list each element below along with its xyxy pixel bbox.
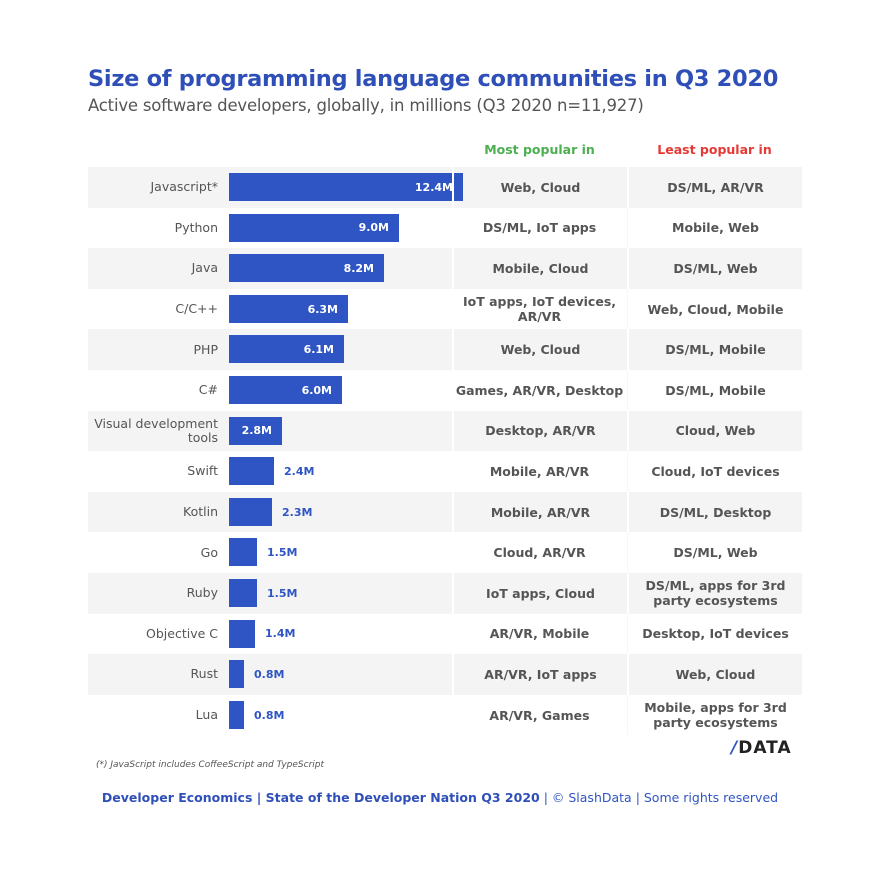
most-popular-cell: Mobile, AR/VR — [489, 463, 590, 479]
table-row: C# 6.0M Games, AR/VR, Desktop DS/ML, Mobile — [88, 370, 802, 411]
table-row: Javascript* 12.4M Web, Cloud DS/ML, AR/VR — [88, 167, 802, 208]
most-popular-cell: Desktop, AR/VR — [452, 410, 627, 452]
language-label: Objective C — [146, 625, 218, 641]
least-popular-cell: Cloud, IoT devices — [627, 451, 803, 492]
most-popular-cell: Mobile, AR/VR — [452, 491, 627, 533]
table-row: PHP 6.1M Web, Cloud DS/ML, Mobile — [88, 329, 802, 370]
least-popular-cell: DS/ML, Mobile — [627, 329, 802, 370]
least-popular-cell: DS/ML, Mobile — [627, 370, 803, 411]
bar — [229, 335, 344, 364]
least-popular-cell: Web, Cloud — [627, 654, 802, 695]
table-row: Rust 0.8M AR/VR, IoT apps Web, Cloud — [88, 654, 802, 695]
table-row: Java 8.2M Mobile, Cloud DS/ML, Web — [88, 248, 802, 289]
logo-text: DATA — [738, 738, 792, 758]
language-label: Python — [174, 219, 218, 235]
logo-slash-icon: / — [731, 738, 739, 758]
value-label: 2.3M — [282, 505, 313, 519]
value-label: 0.8M — [254, 667, 285, 681]
least-popular-cell: DS/ML, Desktop — [627, 491, 802, 533]
table-row: Ruby 1.5M IoT apps, Cloud DS/ML, apps for 3… — [88, 572, 802, 614]
most-popular-cell: Web, Cloud — [452, 329, 627, 370]
most-popular-cell: Cloud, AR/VR — [493, 545, 586, 561]
chart-rows: Javascript* 12.4M Web, Cloud DS/ML, AR/VR Py… — [88, 167, 802, 735]
most-popular-header: Most popular in — [484, 142, 595, 157]
value-label: 8.2M — [343, 261, 374, 275]
most-popular-cell: Web, Cloud — [452, 167, 627, 208]
least-popular-cell: Desktop, IoT devices — [627, 614, 803, 655]
table-row: Swift 2.4M Mobile, AR/VR Cloud, IoT devices — [88, 451, 802, 492]
value-label: 6.3M — [307, 302, 338, 316]
table-row: C/C++ 6.3M IoT apps, IoT devices, AR/VR Web… — [88, 289, 802, 330]
most-popular-cell: DS/ML, IoT apps — [482, 220, 597, 236]
language-label: C/C++ — [175, 301, 218, 317]
footer-copyright: | © SlashData | Some rights reserved — [539, 790, 779, 805]
bar — [229, 213, 399, 242]
table-row: Lua 0.8M AR/VR, Games Mobile, apps for 3rd … — [88, 695, 802, 736]
most-popular-cell: AR/VR, IoT apps — [452, 654, 627, 695]
footnote: (*) JavaScript includes CoffeeScript and… — [96, 760, 325, 770]
least-popular-cell: DS/ML, apps for 3rd party ecosystems — [627, 572, 802, 614]
most-popular-cell: Games, AR/VR, Desktop — [455, 382, 624, 398]
footer: Developer Economics | State of the Devel… — [0, 790, 880, 805]
language-label: Go — [200, 544, 218, 560]
bar — [229, 375, 342, 404]
bar — [229, 457, 274, 486]
value-label: 0.8M — [254, 708, 285, 722]
value-label: 12.4M — [414, 180, 453, 194]
chart-title: Size of programming language communities… — [88, 66, 779, 92]
table-row: Objective C 1.4M AR/VR, Mobile Desktop, IoT… — [88, 614, 802, 655]
bar — [229, 660, 244, 689]
language-label: PHP — [193, 341, 218, 357]
bar — [229, 416, 282, 445]
footer-source: Developer Economics | State of the Devel… — [101, 790, 540, 805]
bar — [229, 578, 257, 607]
bar — [229, 700, 244, 729]
value-label: 6.1M — [303, 343, 334, 357]
bar — [229, 619, 255, 648]
least-popular-cell: Mobile, apps for 3rd party ecosystems — [627, 695, 803, 736]
chart-subtitle: Active software developers, globally, in… — [88, 96, 644, 115]
language-label: Java — [191, 260, 218, 276]
language-label: Lua — [195, 707, 218, 723]
language-label: Visual development tools — [94, 415, 218, 445]
table-row: Go 1.5M Cloud, AR/VR DS/ML, Web — [88, 532, 802, 573]
least-popular-cell: Web, Cloud, Mobile — [627, 289, 803, 330]
language-label: Javascript* — [150, 179, 219, 195]
bar — [229, 538, 257, 567]
value-label: 1.4M — [265, 627, 296, 641]
value-label: 1.5M — [267, 546, 298, 560]
language-label: C# — [198, 382, 218, 398]
value-label: 2.8M — [241, 424, 272, 438]
bar — [229, 173, 463, 201]
most-popular-cell: AR/VR, Mobile — [489, 626, 590, 642]
most-popular-cell: IoT apps, Cloud — [452, 572, 627, 614]
bar — [229, 294, 348, 323]
table-row: Python 9.0M DS/ML, IoT apps Mobile, Web — [88, 208, 802, 249]
least-popular-header: Least popular in — [657, 142, 772, 157]
language-label: Swift — [187, 463, 218, 479]
table-row: Kotlin 2.3M Mobile, AR/VR DS/ML, Desktop — [88, 491, 802, 533]
value-label: 1.5M — [267, 586, 298, 600]
table-row: Visual development tools 2.8M Desktop, AR/… — [88, 410, 802, 452]
bar — [229, 254, 384, 283]
value-label: 9.0M — [358, 221, 389, 235]
value-label: 6.0M — [301, 383, 332, 397]
most-popular-cell: AR/VR, Games — [489, 707, 590, 723]
least-popular-cell: Mobile, Web — [627, 208, 803, 249]
least-popular-cell: DS/ML, AR/VR — [627, 167, 802, 208]
value-label: 2.4M — [284, 464, 315, 478]
slashdata-logo: /DATA — [731, 738, 792, 758]
language-label: Rust — [190, 666, 218, 682]
least-popular-cell: DS/ML, Web — [627, 532, 803, 573]
least-popular-cell: Cloud, Web — [627, 410, 802, 452]
language-label: Kotlin — [183, 504, 218, 520]
language-label: Ruby — [186, 585, 218, 601]
bar — [229, 497, 272, 526]
least-popular-cell: DS/ML, Web — [627, 248, 802, 289]
most-popular-cell: Mobile, Cloud — [452, 248, 627, 289]
most-popular-cell: IoT apps, IoT devices, AR/VR — [462, 294, 617, 325]
